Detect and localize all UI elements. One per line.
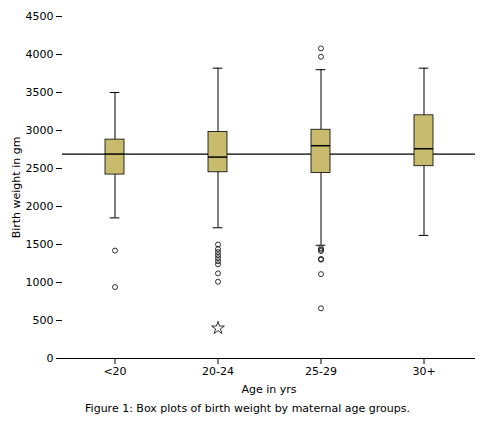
svg-text:500: 500 [33,314,54,327]
svg-text:3000: 3000 [26,124,54,137]
svg-text:Age in yrs: Age in yrs [241,383,296,396]
svg-text:1000: 1000 [26,276,54,289]
html-text:Figure 1: Box plots of birth w: Figure 1: Box plots of birth weight by m… [85,402,410,415]
svg-text:20-24: 20-24 [202,365,234,378]
svg-text:2000: 2000 [26,200,54,213]
svg-text:30+: 30+ [412,365,435,378]
svg-text:<20: <20 [103,365,126,378]
svg-text:3500: 3500 [26,86,54,99]
svg-text:1500: 1500 [26,238,54,251]
svg-text:0: 0 [47,352,54,365]
svg-text:4500: 4500 [26,10,54,23]
svg-text:25-29: 25-29 [305,365,337,378]
svg-text:2500: 2500 [26,162,54,175]
svg-text:Birth weight in gm: Birth weight in gm [10,137,23,239]
svg-text:4000: 4000 [26,48,54,61]
